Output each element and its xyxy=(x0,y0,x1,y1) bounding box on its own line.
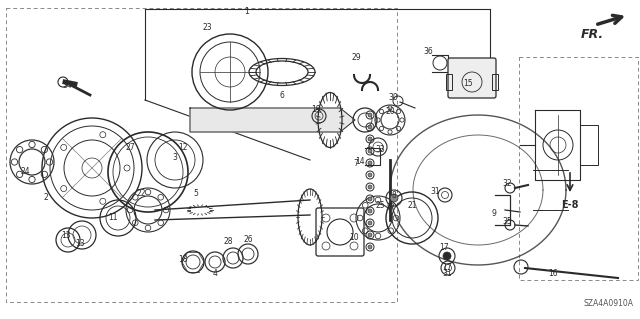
Circle shape xyxy=(390,194,398,202)
Text: 11: 11 xyxy=(108,213,118,222)
Bar xyxy=(580,125,598,165)
Text: 32: 32 xyxy=(502,179,512,188)
Text: 1: 1 xyxy=(244,8,250,17)
Text: 3: 3 xyxy=(173,153,177,162)
Text: 35: 35 xyxy=(502,218,512,226)
Text: 15: 15 xyxy=(463,78,473,87)
Text: 25: 25 xyxy=(375,202,385,211)
Text: 20: 20 xyxy=(385,108,395,116)
Text: 9: 9 xyxy=(492,209,497,218)
Text: 17: 17 xyxy=(439,242,449,251)
Text: 6: 6 xyxy=(280,92,284,100)
Text: 21: 21 xyxy=(407,202,417,211)
Text: 26: 26 xyxy=(243,234,253,243)
Text: 31: 31 xyxy=(442,270,452,278)
Text: 4: 4 xyxy=(212,270,218,278)
Text: 5: 5 xyxy=(193,189,198,198)
Circle shape xyxy=(368,233,372,237)
Text: 24: 24 xyxy=(20,167,30,175)
FancyBboxPatch shape xyxy=(448,58,496,98)
Circle shape xyxy=(368,113,372,117)
Circle shape xyxy=(368,149,372,153)
Text: 34: 34 xyxy=(62,81,72,91)
Text: 18: 18 xyxy=(179,256,188,264)
Text: 2: 2 xyxy=(44,192,49,202)
Text: 31: 31 xyxy=(430,188,440,197)
Text: 17: 17 xyxy=(442,263,452,271)
Text: 7: 7 xyxy=(353,160,358,168)
Text: 27: 27 xyxy=(125,144,135,152)
Text: 8: 8 xyxy=(392,191,396,201)
Text: 14: 14 xyxy=(355,158,365,167)
Text: 12: 12 xyxy=(179,143,188,152)
Text: 28: 28 xyxy=(223,238,233,247)
Circle shape xyxy=(368,137,372,141)
Text: 16: 16 xyxy=(548,269,558,278)
Text: 29: 29 xyxy=(351,53,361,62)
Text: 13: 13 xyxy=(75,240,85,249)
Circle shape xyxy=(368,161,372,165)
Text: 22: 22 xyxy=(136,189,146,198)
Text: 19: 19 xyxy=(311,105,321,114)
Text: 23: 23 xyxy=(202,23,212,32)
Circle shape xyxy=(368,209,372,213)
Circle shape xyxy=(368,173,372,177)
Text: 10: 10 xyxy=(349,233,359,241)
Polygon shape xyxy=(190,108,355,132)
Text: 30: 30 xyxy=(388,93,398,101)
Circle shape xyxy=(368,197,372,201)
Bar xyxy=(446,74,452,90)
Circle shape xyxy=(443,252,451,260)
Text: FR.: FR. xyxy=(580,28,604,41)
Bar xyxy=(492,74,498,90)
Text: E-8: E-8 xyxy=(561,200,579,210)
Circle shape xyxy=(368,221,372,225)
Circle shape xyxy=(368,245,372,249)
Bar xyxy=(6,8,397,302)
Circle shape xyxy=(368,185,372,189)
Bar xyxy=(519,57,638,280)
Text: 36: 36 xyxy=(423,48,433,56)
Text: 33: 33 xyxy=(375,145,385,154)
Text: 13: 13 xyxy=(61,231,71,240)
Text: SZA4A0910A: SZA4A0910A xyxy=(583,299,633,308)
Circle shape xyxy=(368,125,372,129)
